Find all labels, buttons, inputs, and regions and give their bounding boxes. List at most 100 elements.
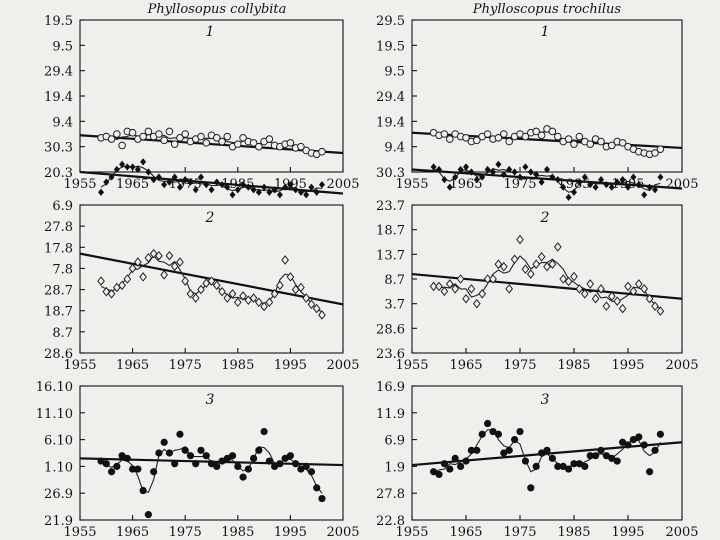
data-point [478,288,487,299]
data-point [571,188,577,196]
data-point [113,130,121,138]
data-point [629,286,638,297]
data-point [107,288,116,299]
data-point [656,306,665,316]
data-point [598,176,604,184]
data-point [575,460,584,468]
data-point [181,276,190,286]
x-tick-label: 1955 [395,358,428,373]
data-point [490,168,496,176]
x-tick-label: 1965 [449,525,482,540]
data-point [292,460,300,468]
panel-number: 2 [540,210,550,226]
data-point [526,269,535,279]
data-point [614,178,621,186]
panel-4-frame [411,204,683,354]
data-point [134,257,142,267]
data-point [446,183,453,191]
y-tick-label: 6.10 [44,434,73,449]
data-point [139,486,147,495]
data-point [166,178,173,186]
data-point [208,186,215,194]
data-point [150,176,157,184]
data-point [473,136,481,145]
data-point [282,183,289,191]
data-point [307,468,316,476]
data-point [532,127,541,136]
x-tick-label: 1995 [611,525,644,540]
y-tick-label: 9.5 [384,65,405,80]
data-point [619,176,626,184]
data-point [499,261,508,272]
data-point [202,139,211,147]
data-point [219,181,226,189]
y-tick-label: 21.9 [44,514,73,529]
data-point [597,137,605,146]
x-tick-label: 1995 [611,358,644,373]
data-point [516,427,524,436]
data-point [155,449,163,457]
data-point [161,181,168,189]
data-point [457,165,464,174]
data-point [165,449,174,457]
x-tick-label: 1955 [395,525,428,540]
y-tick-label: 18.7 [376,224,405,239]
data-point [212,280,221,291]
data-point [602,301,611,311]
x-tick-label: 1985 [557,525,590,540]
data-point [213,462,221,470]
data-point [207,276,216,286]
x-tick-label: 2005 [665,358,698,373]
y-tick-label: 22.8 [376,514,405,529]
data-point [463,163,469,171]
data-point [441,176,448,184]
data-point [119,160,126,168]
data-point [630,173,637,181]
data-point [286,139,295,147]
x-tick-label: 1955 [63,177,96,192]
data-point [228,288,237,299]
y-tick-label: 23.7 [376,199,405,214]
data-point [586,140,595,148]
data-point [618,139,627,147]
data-point [244,465,252,473]
data-point [202,452,210,460]
x-tick-label: 1955 [63,525,96,540]
data-point [249,139,258,147]
data-point [145,168,152,176]
x-tick-label: 1985 [557,358,590,373]
data-point [255,188,262,196]
data-point [527,484,535,492]
data-point [308,183,315,191]
data-point [270,288,279,299]
data-point [203,181,210,189]
data-point [645,293,654,304]
data-point [171,173,178,181]
x-tick-label: 1975 [169,525,202,540]
data-point [170,261,179,272]
data-point [239,134,247,142]
x-tick-label: 1985 [221,358,254,373]
y-tick-label: 28.6 [44,347,73,362]
data-point [608,183,615,191]
panel-title: Phylloscopus trochilus [472,2,621,17]
data-point [187,178,194,186]
data-point [181,130,189,138]
data-point [575,284,584,294]
data-point [586,279,595,289]
data-point [197,173,204,181]
data-point [440,286,449,297]
data-point [657,173,664,181]
data-point [213,178,220,186]
data-point [318,494,326,503]
data-point [591,293,600,304]
data-point [128,128,137,137]
data-point [446,135,454,143]
y-tick-label: 1.10 [44,460,73,475]
data-point [229,191,236,199]
y-tick-label: 20.3 [44,166,73,181]
y-tick-label: 6.9 [52,199,73,214]
data-point [255,142,263,151]
data-point [548,454,557,462]
x-tick-label: 1995 [274,358,307,373]
